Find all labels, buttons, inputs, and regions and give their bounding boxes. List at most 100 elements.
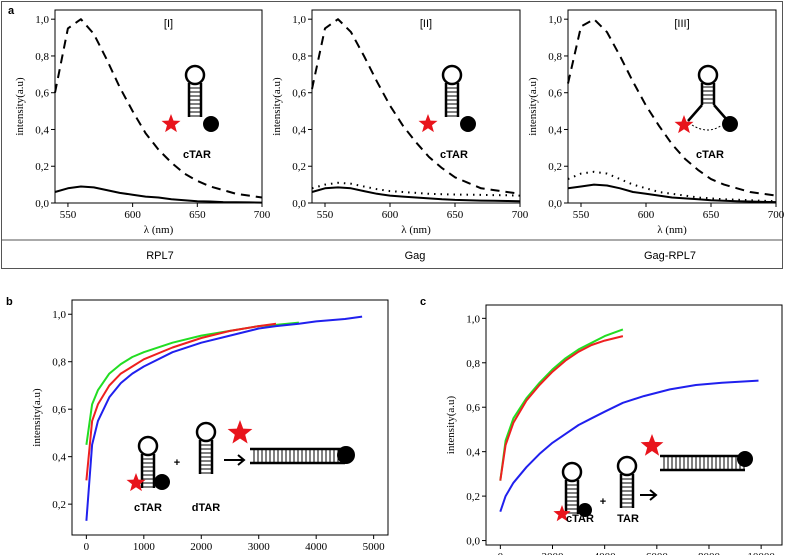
y-tick-label: 0,8 xyxy=(52,357,66,369)
y-tick-label: 0,2 xyxy=(52,499,66,511)
x-tick-label: 550 xyxy=(573,209,590,221)
reaction-arrow xyxy=(640,489,658,501)
x-tick-label: 650 xyxy=(447,209,464,221)
panel-a-frame xyxy=(1,1,783,269)
x-tick-label: 650 xyxy=(703,209,720,221)
x-tick-label: 700 xyxy=(768,209,785,221)
annotation: cTAR xyxy=(134,502,162,514)
data-line xyxy=(85,322,277,481)
panel-letter: c xyxy=(420,296,426,308)
fluorophore-star xyxy=(553,505,571,522)
y-tick-label: 0,2 xyxy=(548,161,562,173)
caption: Gag xyxy=(405,250,426,262)
quencher xyxy=(722,116,738,132)
data-line xyxy=(85,315,363,521)
y-axis-title: intensity(a.u) xyxy=(445,395,457,454)
quencher xyxy=(154,474,170,490)
y-tick-label: 0,2 xyxy=(466,491,480,503)
annotation: cTAR xyxy=(440,149,468,161)
fluorophore-star xyxy=(418,114,438,133)
data-line xyxy=(54,18,263,199)
fluorophore-star xyxy=(227,420,253,444)
x-tick-label: 3000 xyxy=(248,541,271,553)
chart: 0 2000 4000 6000 8000 10000 0,0 0,2 0,4 0,6 0,8 1,0… xyxy=(420,296,783,560)
quencher xyxy=(203,116,219,132)
quencher xyxy=(578,503,592,517)
panel-letter: b xyxy=(6,296,13,308)
x-tick-label: 2000 xyxy=(542,551,565,555)
plot-frame xyxy=(485,304,783,546)
y-tick-label: 1,0 xyxy=(35,14,49,26)
y-tick-label: 0,6 xyxy=(466,402,480,414)
fluorophore-star xyxy=(161,114,181,133)
x-tick-label: 10000 xyxy=(747,551,775,555)
x-tick-label: 600 xyxy=(638,209,655,221)
y-tick-label: 0,6 xyxy=(35,88,49,100)
x-axis-title: λ (nm) xyxy=(401,224,431,236)
chart: 550 600 650 700 0,0 0,2 0,4 0,6 0,8 1,0 λ (nm) inte… xyxy=(8,5,271,262)
chart: 550 600 650 700 0,0 0,2 0,4 0,6 0,8 1,0 λ (nm) inte… xyxy=(271,9,529,262)
x-tick-label: 4000 xyxy=(594,551,617,555)
hairpin-loop xyxy=(441,64,463,86)
annotation: cTAR xyxy=(696,149,724,161)
x-tick-label: 4000 xyxy=(305,541,328,553)
hairpin-loop xyxy=(137,435,159,457)
hairpin-loop xyxy=(561,461,583,483)
y-tick-label: 0,4 xyxy=(548,124,562,136)
data-line xyxy=(54,185,263,204)
caption: Gag-RPL7 xyxy=(644,250,696,262)
y-tick-label: 0,6 xyxy=(548,88,562,100)
caption: RPL7 xyxy=(146,250,174,262)
x-tick-label: 2000 xyxy=(190,541,213,553)
hairpin-loop xyxy=(195,421,217,443)
data-line xyxy=(311,186,521,203)
hairpin-loop xyxy=(697,64,719,86)
y-tick-label: 0,8 xyxy=(292,51,306,63)
data-line xyxy=(499,335,624,481)
y-axis-title: intensity(a.u) xyxy=(31,388,43,447)
y-tick-label: 0,6 xyxy=(292,88,306,100)
plus-sign: + xyxy=(600,496,606,508)
x-tick-label: 700 xyxy=(512,209,529,221)
y-tick-label: 0,6 xyxy=(52,404,66,416)
annotation: dTAR xyxy=(192,502,221,514)
x-tick-label: 550 xyxy=(60,209,77,221)
x-tick-label: 5000 xyxy=(363,541,386,553)
annotation: cTAR xyxy=(183,149,211,161)
data-line xyxy=(311,18,521,195)
x-tick-label: 0 xyxy=(498,551,504,555)
reaction-arrow xyxy=(224,454,246,466)
plot-frame xyxy=(71,299,389,536)
y-tick-label: 0,4 xyxy=(52,452,66,464)
y-tick-label: 0,0 xyxy=(548,198,562,210)
fluorophore-star xyxy=(640,434,664,456)
x-tick-label: 8000 xyxy=(698,551,721,555)
y-tick-label: 1,0 xyxy=(548,14,562,26)
x-tick-label: 1000 xyxy=(133,541,156,553)
data-line xyxy=(567,183,777,204)
hairpin-loop xyxy=(184,64,206,86)
y-axis-title: intensity(a.u) xyxy=(527,77,539,136)
y-tick-label: 0,4 xyxy=(292,124,306,136)
y-tick-label: 0,0 xyxy=(466,536,480,548)
x-tick-label: 550 xyxy=(317,209,334,221)
data-line xyxy=(499,328,624,481)
y-tick-label: 0,0 xyxy=(35,198,49,210)
plus-sign: + xyxy=(174,457,180,469)
plot-frame xyxy=(567,9,777,204)
quencher xyxy=(337,446,355,464)
data-line xyxy=(311,181,521,197)
annotation: TAR xyxy=(617,513,639,525)
x-tick-label: 0 xyxy=(84,541,90,553)
quencher xyxy=(737,451,753,467)
y-axis-title: intensity(a.u) xyxy=(271,77,283,136)
y-tick-label: 0,4 xyxy=(466,447,480,459)
x-axis-title: λ (nm) xyxy=(657,224,687,236)
hairpin-loop xyxy=(616,455,638,477)
panel-title: [I] xyxy=(164,18,173,30)
x-tick-label: 600 xyxy=(124,209,141,221)
y-tick-label: 0,0 xyxy=(292,198,306,210)
panel-letter: a xyxy=(8,5,15,17)
fluorophore-star xyxy=(126,473,146,492)
